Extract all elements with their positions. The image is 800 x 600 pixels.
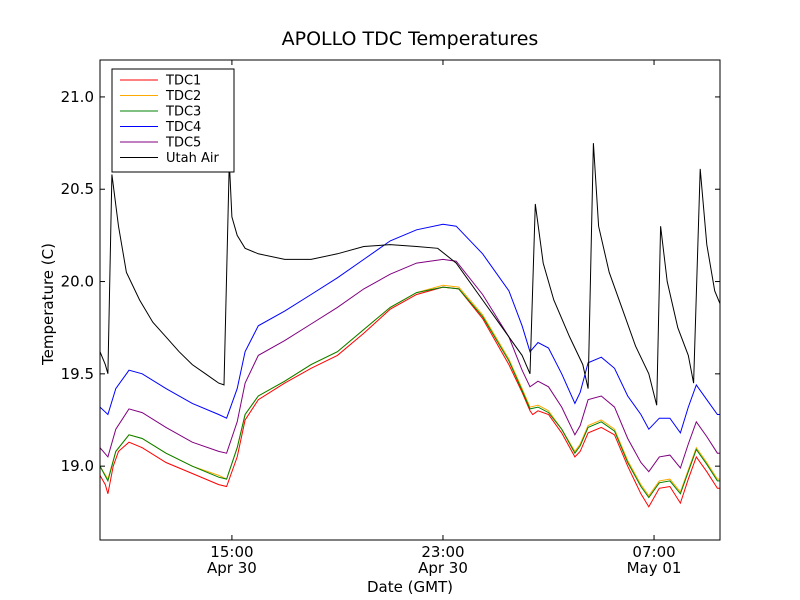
series-line-utah-air <box>100 143 720 406</box>
x-tick-label-time: 07:00 <box>632 543 675 561</box>
legend-label-tdc4: TDC4 <box>165 120 201 135</box>
x-tick-label-time: 23:00 <box>421 543 464 561</box>
legend-label-utah-air: Utah Air <box>166 151 219 166</box>
y-tick-label: 21.0 <box>61 88 94 106</box>
legend-label-tdc3: TDC3 <box>165 105 201 120</box>
series-line-tdc4 <box>100 223 720 435</box>
plot-frame <box>99 59 721 541</box>
legend-label-tdc2: TDC2 <box>165 89 201 104</box>
x-axis-label: Date (GMT) <box>367 578 453 596</box>
x-tick-label-time: 15:00 <box>210 543 253 561</box>
chart-title: APOLLO TDC Temperatures <box>282 28 539 50</box>
legend-label-tdc1: TDC1 <box>165 74 201 89</box>
series-line-tdc2 <box>100 284 720 497</box>
y-tick-label: 20.5 <box>61 180 94 198</box>
series-line-tdc1 <box>100 286 720 508</box>
y-axis-label: Temperature (C) <box>39 243 57 366</box>
y-tick-label: 19.5 <box>61 365 94 383</box>
legend-frame <box>111 68 235 173</box>
x-tick-label-date: Apr 30 <box>207 559 257 577</box>
series-layer <box>100 143 720 508</box>
y-tick-label: 19.0 <box>61 457 94 475</box>
series-line-tdc3 <box>100 286 720 499</box>
x-tick-label-date: May 01 <box>627 559 682 577</box>
x-tick-label-date: Apr 30 <box>418 559 468 577</box>
y-tick-label: 20.0 <box>61 273 94 291</box>
legend-label-tdc5: TDC5 <box>165 136 201 151</box>
